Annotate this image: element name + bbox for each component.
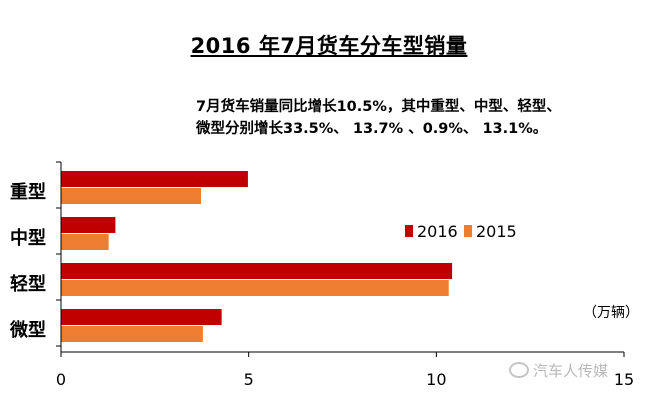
category-label: 轻型 — [10, 273, 46, 295]
chart-note-line-1: 7月货车销量同比增长10.5%，其中重型、中型、轻型、 — [196, 99, 561, 115]
bar-2016-2 — [61, 263, 453, 279]
legend-label-2016: 2016 — [417, 222, 458, 241]
legend-swatch-2016 — [405, 225, 413, 237]
legend-label-2015: 2015 — [476, 222, 517, 241]
chart-note-line-2: 微型分别增长33.5%、 13.7% 、0.9%、 13.1%。 — [196, 121, 548, 137]
legend-group: 2016 2015 — [405, 222, 517, 241]
bar-2016-0 — [61, 171, 248, 187]
category-label: 中型 — [10, 227, 46, 249]
x-tick-label: 5 — [244, 370, 254, 389]
watermark: 汽车人传媒 — [509, 360, 608, 381]
x-tick-label: 10 — [426, 370, 446, 389]
bar-2015-0 — [61, 188, 201, 204]
axes-group — [56, 161, 625, 357]
wechat-icon — [509, 362, 529, 378]
bar-2016-1 — [61, 217, 116, 233]
x-tick-label: 0 — [56, 370, 66, 389]
unit-label: （万辆） — [583, 305, 639, 321]
bar-2015-3 — [61, 326, 203, 342]
chart-title: 2016 年7月货车分车型销量 — [190, 34, 468, 58]
category-label: 重型 — [10, 181, 46, 203]
legend-swatch-2015 — [464, 225, 472, 237]
x-tick-label: 15 — [614, 370, 634, 389]
bar-2015-1 — [61, 234, 109, 250]
category-label: 微型 — [9, 319, 46, 341]
bars-group — [61, 171, 453, 342]
watermark-text: 汽车人传媒 — [533, 362, 609, 380]
bar-2015-2 — [61, 280, 449, 296]
bar-2016-3 — [61, 309, 222, 325]
